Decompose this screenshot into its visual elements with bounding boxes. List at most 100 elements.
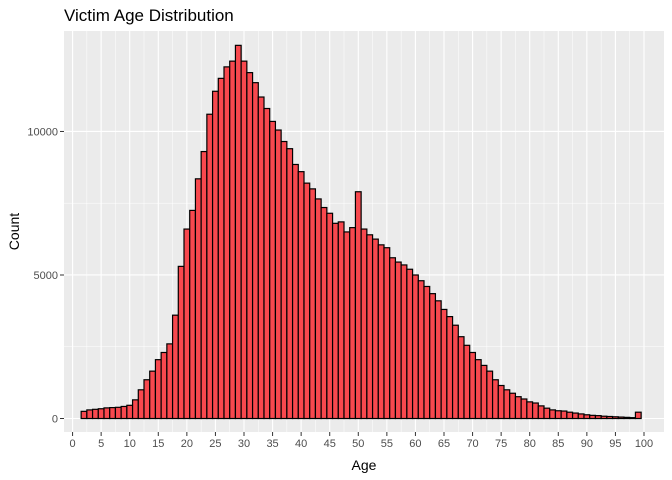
y-tick-label: 0 xyxy=(52,414,58,426)
histogram-bar xyxy=(514,396,522,420)
histogram-bar xyxy=(320,206,328,420)
histogram-bar xyxy=(354,191,362,420)
histogram-bar xyxy=(463,344,471,420)
histogram-bar xyxy=(189,209,197,420)
x-tick-label: 95 xyxy=(609,438,621,450)
axis-ticks: 0 5 10 15 20 25 30 35 40 45 50 55 60 65 70 75 80 85 90 95 10… xyxy=(27,126,653,450)
x-tick-label: 40 xyxy=(295,438,307,450)
histogram-bar xyxy=(543,407,551,420)
histogram-bar xyxy=(217,77,225,420)
histogram-bar xyxy=(537,405,545,420)
histogram-bar xyxy=(371,238,379,420)
histogram-bar xyxy=(177,265,185,420)
x-tick-label: 45 xyxy=(324,438,336,450)
histogram-bar xyxy=(566,411,574,420)
histogram-bar xyxy=(251,82,259,420)
histogram-bar xyxy=(509,392,517,420)
histogram-bar xyxy=(583,414,591,420)
histogram-bar xyxy=(600,415,608,420)
histogram-bar xyxy=(143,379,151,420)
histogram-bar xyxy=(120,405,128,420)
x-tick-label: 90 xyxy=(581,438,593,450)
histogram-bar xyxy=(549,409,557,420)
histogram-bar xyxy=(257,96,265,420)
x-tick-label: 30 xyxy=(238,438,250,450)
histogram-bar xyxy=(131,399,139,420)
histogram-bar xyxy=(366,234,374,420)
histogram-bar xyxy=(394,261,402,420)
histogram-bar xyxy=(383,247,391,420)
histogram-bar xyxy=(486,370,494,420)
histogram-bar xyxy=(246,72,254,420)
histogram-bar xyxy=(114,406,122,420)
histogram-bar xyxy=(469,351,477,420)
histogram-bar xyxy=(497,384,505,420)
histogram-bar xyxy=(229,60,237,420)
histogram-bar xyxy=(160,351,168,420)
histogram-bar xyxy=(274,129,282,420)
histogram-bar xyxy=(280,140,288,420)
histogram-bar xyxy=(577,413,585,420)
histogram-bar xyxy=(263,107,271,420)
x-tick-label: 15 xyxy=(152,438,164,450)
histogram-bar xyxy=(634,411,642,420)
histogram-bar xyxy=(491,379,499,420)
histogram-bar xyxy=(611,416,619,420)
histogram-bar xyxy=(314,198,322,420)
histogram-bar xyxy=(349,227,357,420)
histogram-bar xyxy=(474,359,482,420)
histogram-bar xyxy=(571,412,579,420)
histogram-bar xyxy=(206,113,214,420)
y-axis-title: Count xyxy=(6,213,22,250)
histogram-bar xyxy=(103,407,111,420)
histogram-bar xyxy=(109,407,117,420)
x-tick-label: 60 xyxy=(409,438,421,450)
x-tick-label: 55 xyxy=(381,438,393,450)
histogram-bar xyxy=(417,280,425,420)
histogram-bar xyxy=(446,316,454,420)
bars xyxy=(80,44,642,420)
histogram-bar xyxy=(606,415,614,420)
x-tick-label: 70 xyxy=(466,438,478,450)
x-tick-label: 50 xyxy=(352,438,364,450)
x-tick-label: 75 xyxy=(495,438,507,450)
histogram-bar xyxy=(183,228,191,420)
histogram-bar xyxy=(326,212,334,420)
histogram-bar xyxy=(377,244,385,420)
histogram-bar xyxy=(297,171,305,420)
histogram-bar xyxy=(331,222,339,420)
histogram-bar xyxy=(97,408,105,420)
histogram-bar xyxy=(406,268,414,420)
histogram-bar xyxy=(171,314,179,420)
histogram-bar xyxy=(194,178,202,420)
histogram-bar xyxy=(223,66,231,420)
histogram-bar xyxy=(526,401,534,420)
histogram-bar xyxy=(343,231,351,420)
histogram-bar xyxy=(360,228,368,420)
histogram-bar xyxy=(440,308,448,420)
histogram-bar xyxy=(520,398,528,420)
x-tick-label: 100 xyxy=(635,438,653,450)
histogram-bar xyxy=(80,410,88,420)
histogram-bar xyxy=(589,414,597,420)
histogram-bar xyxy=(240,60,248,420)
histogram-bar xyxy=(503,389,511,420)
x-tick-label: 35 xyxy=(266,438,278,450)
histogram-bar xyxy=(309,188,317,420)
histogram-bar xyxy=(126,404,134,420)
histogram-bar xyxy=(291,163,299,420)
histogram-bar xyxy=(429,293,437,420)
histogram-bar xyxy=(137,389,145,420)
histogram-bar xyxy=(457,336,465,420)
histogram-bar xyxy=(480,364,488,420)
histogram-bar xyxy=(423,285,431,420)
histogram-bar xyxy=(149,370,157,420)
x-tick-label: 5 xyxy=(98,438,104,450)
histogram-bar xyxy=(166,343,174,420)
histogram-bar xyxy=(560,410,568,420)
histogram-bar xyxy=(554,410,562,420)
x-tick-label: 80 xyxy=(524,438,536,450)
histogram-bar xyxy=(400,264,408,420)
chart-title: Victim Age Distribution xyxy=(64,6,234,25)
